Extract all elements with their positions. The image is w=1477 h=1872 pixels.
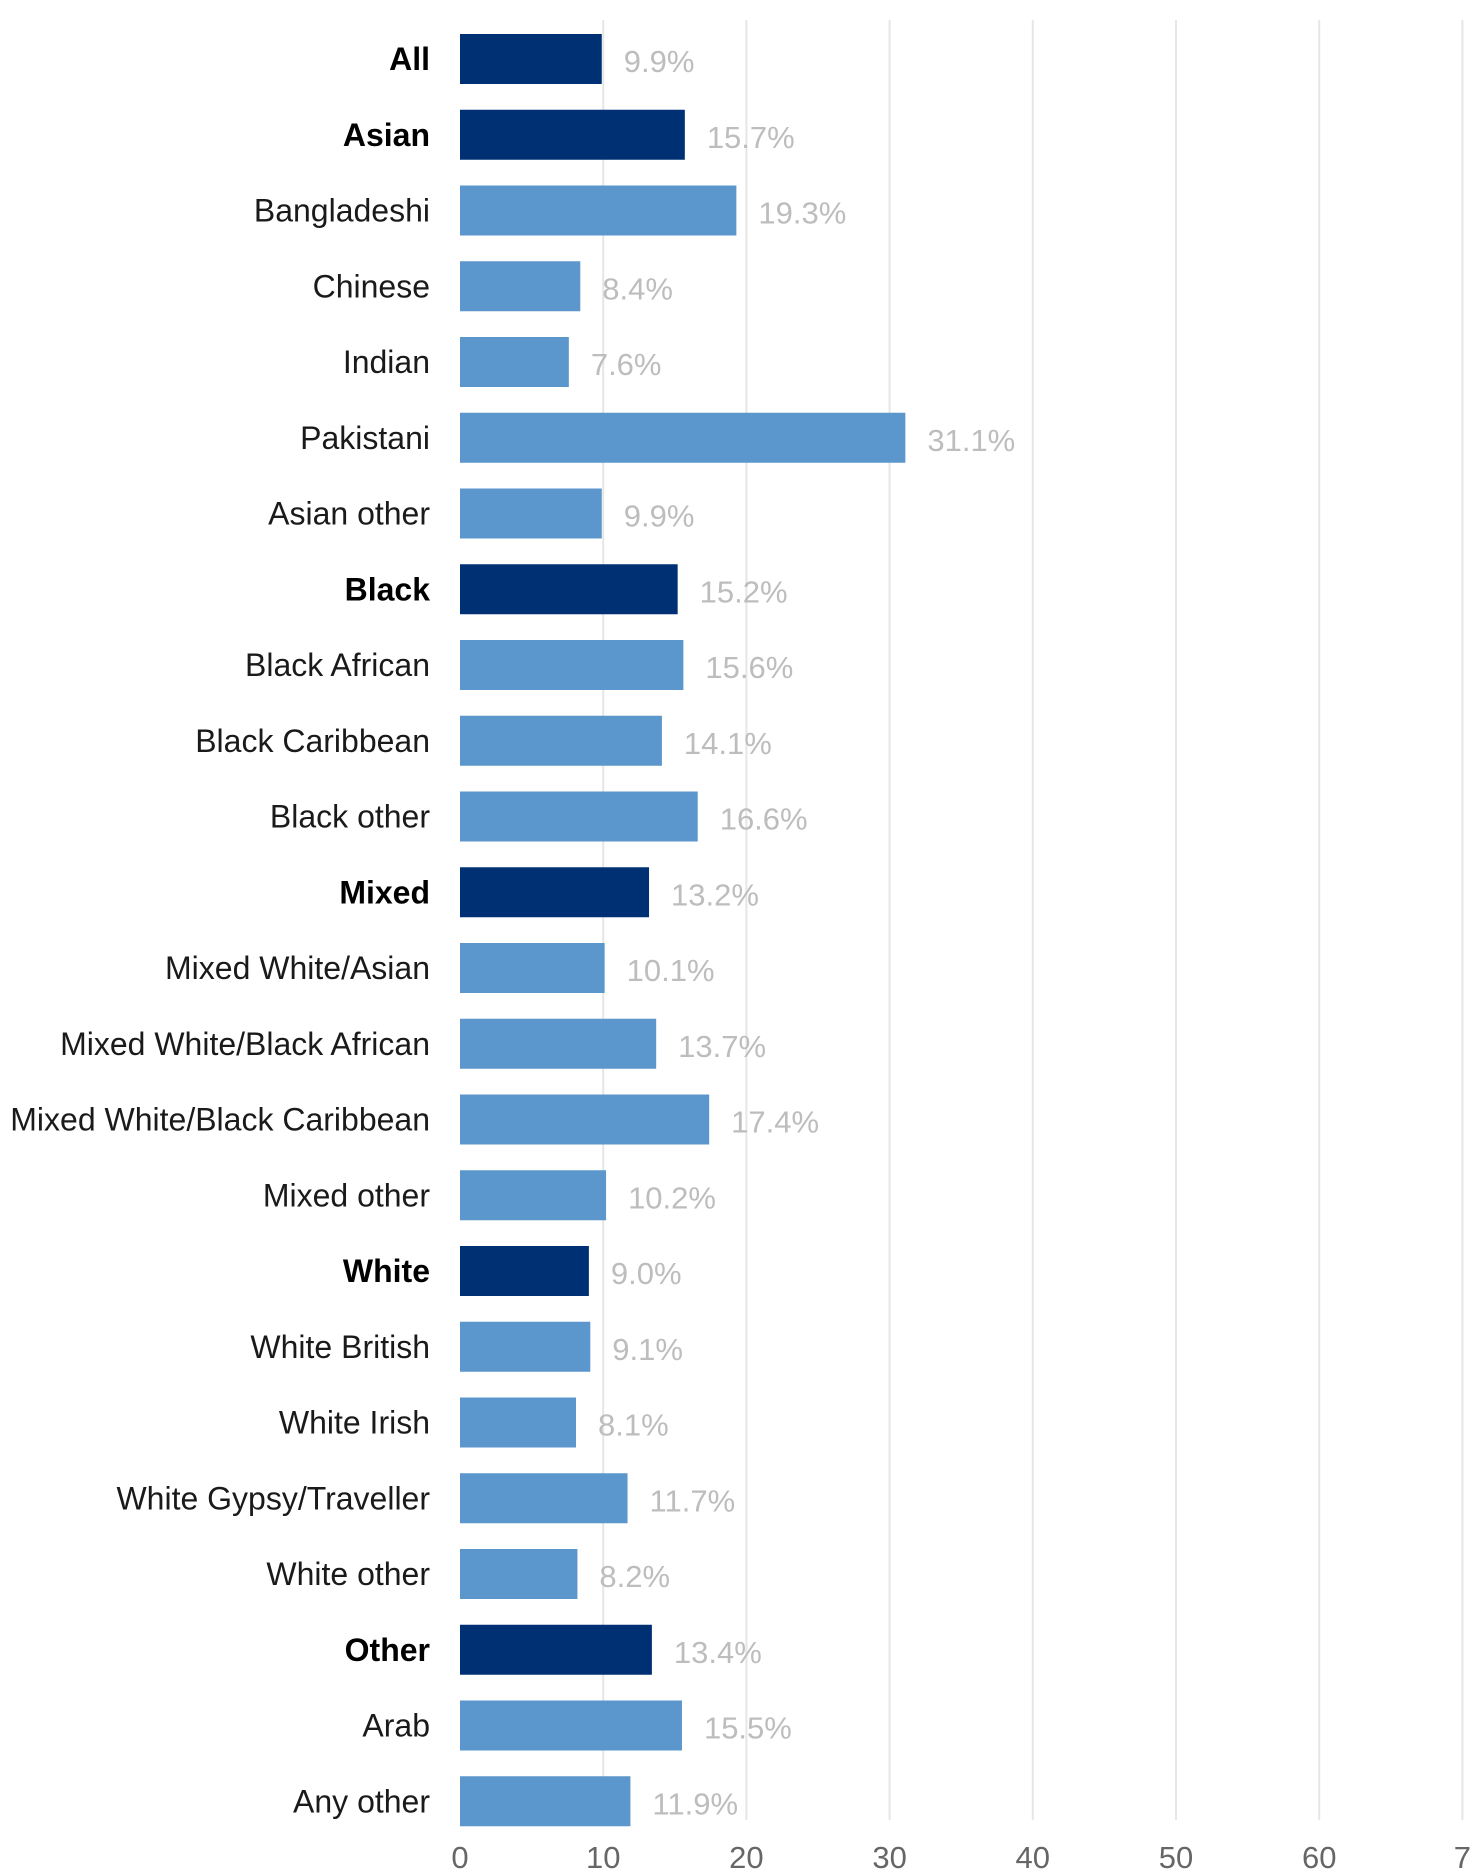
category-label-white-british: White British xyxy=(250,1329,430,1365)
x-tick-label-20: 20 xyxy=(729,1840,763,1872)
value-label-black: 15.2% xyxy=(700,574,788,609)
bar-all xyxy=(460,34,602,84)
bar-asian xyxy=(460,109,685,160)
bar-mixed-other xyxy=(460,1170,607,1221)
category-label-black-caribbean: Black Caribbean xyxy=(195,723,430,759)
category-label-pakistani: Pakistani xyxy=(300,420,430,456)
value-label-black-african: 15.6% xyxy=(705,650,793,685)
value-label-mixed-other: 10.2% xyxy=(628,1180,716,1215)
category-label-white-irish: White Irish xyxy=(279,1405,430,1441)
category-label-bangladeshi: Bangladeshi xyxy=(254,193,430,229)
value-label-mixed: 13.2% xyxy=(671,877,759,912)
value-label-indian: 7.6% xyxy=(591,347,662,382)
bar-black-african xyxy=(460,640,684,690)
value-label-black-other: 16.6% xyxy=(720,802,808,837)
bar-black xyxy=(460,564,678,615)
x-tick-label-50: 50 xyxy=(1159,1840,1193,1872)
bar-white-british xyxy=(460,1321,591,1372)
category-label-mixed-white-black-african: Mixed White/Black African xyxy=(60,1026,430,1062)
x-tick-label-60: 60 xyxy=(1302,1840,1336,1872)
value-label-asian: 15.7% xyxy=(707,120,795,155)
value-label-mixed-white-black-caribbean: 17.4% xyxy=(731,1105,819,1140)
value-label-any-other: 11.9% xyxy=(652,1786,738,1821)
bar-arab xyxy=(460,1700,682,1751)
category-label-mixed: Mixed xyxy=(339,874,430,910)
bar-black-caribbean xyxy=(460,715,662,766)
bar-mixed-white-black-african xyxy=(460,1018,657,1069)
x-tick-label-0: 0 xyxy=(451,1840,468,1872)
value-label-mixed-white-asian: 10.1% xyxy=(627,953,715,988)
bar-white-other xyxy=(460,1549,578,1599)
x-tick-label-30: 30 xyxy=(872,1840,906,1872)
bar-mixed xyxy=(460,867,650,918)
category-label-asian: Asian xyxy=(343,117,430,153)
x-tick-label-40: 40 xyxy=(1016,1840,1050,1872)
x-axis-ticks: 0 10 20 30 40 50 60 7 xyxy=(451,1840,1471,1872)
category-label-other: Other xyxy=(345,1632,430,1668)
bar-white-gypsy-traveller xyxy=(460,1473,628,1524)
category-label-black-african: Black African xyxy=(245,647,430,683)
bar-white-irish xyxy=(460,1397,576,1448)
value-label-chinese: 8.4% xyxy=(602,271,673,306)
bar-pakistani xyxy=(460,412,906,463)
bar-mixed-white-asian xyxy=(460,943,605,993)
value-label-white: 9.0% xyxy=(611,1256,682,1291)
bar-any-other xyxy=(460,1776,631,1827)
bar-asian-other xyxy=(460,488,602,539)
bar-black-other xyxy=(460,791,698,842)
category-label-mixed-white-black-caribbean: Mixed White/Black Caribbean xyxy=(10,1102,430,1138)
value-label-white-other: 8.2% xyxy=(599,1559,670,1594)
value-label-bangladeshi: 19.3% xyxy=(758,196,846,231)
category-label-white-other: White other xyxy=(266,1556,430,1592)
value-label-white-gypsy-traveller: 11.7% xyxy=(650,1483,736,1518)
value-label-pakistani: 31.1% xyxy=(927,423,1015,458)
category-label-black-other: Black other xyxy=(270,799,430,835)
value-label-white-irish: 8.1% xyxy=(598,1408,669,1443)
bar-indian xyxy=(460,337,569,387)
category-label-all: All xyxy=(389,41,430,77)
category-label-mixed-white-asian: Mixed White/Asian xyxy=(165,950,430,986)
value-label-black-caribbean: 14.1% xyxy=(684,726,772,761)
category-label-white: White xyxy=(343,1253,430,1289)
value-label-other: 13.4% xyxy=(674,1635,762,1670)
value-labels: 9.9% 15.7% 19.3% 8.4% 7.6% 31.1% 9.9% 15.2% 15.6… xyxy=(591,44,1015,1821)
gridlines xyxy=(602,20,1464,1820)
bar-chinese xyxy=(460,261,581,312)
category-label-indian: Indian xyxy=(343,344,430,380)
value-label-arab: 15.5% xyxy=(704,1711,792,1746)
category-label-mixed-other: Mixed other xyxy=(263,1177,431,1213)
bar-white xyxy=(460,1246,589,1296)
category-label-arab: Arab xyxy=(362,1708,430,1744)
value-label-mixed-white-black-african: 13.7% xyxy=(678,1029,766,1064)
x-tick-label-70: 7 xyxy=(1454,1840,1471,1872)
bars xyxy=(460,34,906,1827)
value-label-white-british: 9.1% xyxy=(612,1332,683,1367)
bar-other xyxy=(460,1624,652,1675)
value-label-all: 9.9% xyxy=(624,44,695,79)
category-label-any-other: Any other xyxy=(293,1783,430,1819)
category-labels: All Asian Bangladeshi Chinese Indian Pakistan… xyxy=(10,41,430,1819)
x-tick-label-10: 10 xyxy=(586,1840,620,1872)
category-label-asian-other: Asian other xyxy=(268,496,430,532)
category-label-white-gypsy-traveller: White Gypsy/Traveller xyxy=(116,1480,430,1516)
category-label-black: Black xyxy=(345,571,431,607)
value-label-asian-other: 9.9% xyxy=(624,499,695,534)
category-label-chinese: Chinese xyxy=(313,268,430,304)
bar-bangladeshi xyxy=(460,185,737,236)
bar-mixed-white-black-caribbean xyxy=(460,1094,710,1145)
